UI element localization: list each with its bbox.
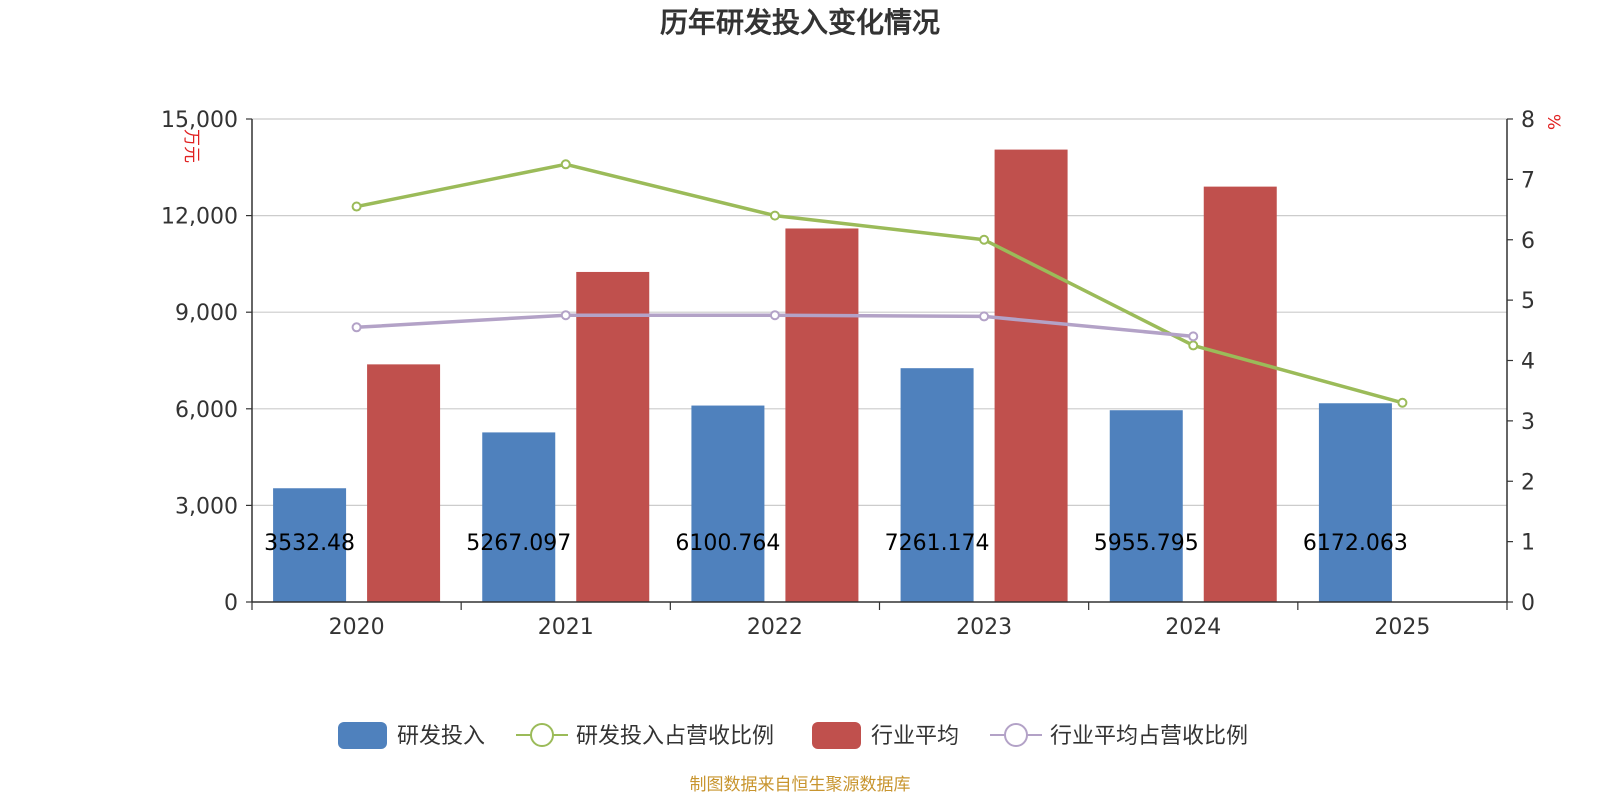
bar-rd-investment <box>1318 403 1392 602</box>
right-axis-tick-label: 4 <box>1521 350 1535 375</box>
data-labels: 3532.48 5267.097 6100.764 7261.174 5955.795 6… <box>264 531 1408 556</box>
legend-industry-ratio-label: 行业平均占营收比例 <box>1050 724 1248 749</box>
point-rd-ratio <box>1188 340 1199 351</box>
point-rd-ratio <box>351 201 362 212</box>
bar-data-label: 3532.48 <box>264 531 355 556</box>
bars <box>273 149 1392 603</box>
bar-data-label: 6100.764 <box>675 531 780 556</box>
left-axis-tick-label: 9,000 <box>175 301 238 326</box>
legend: 研发投入 研发投入占营收比例 行业平均 行业平均占营收比例 <box>338 722 1248 749</box>
x-axis-tick-label: 2025 <box>1374 615 1430 640</box>
point-rd-ratio <box>769 210 780 221</box>
x-axis-tick-label: 2024 <box>1165 615 1221 640</box>
x-axis-tick-label: 2021 <box>538 615 594 640</box>
right-axis-tick-label: 2 <box>1521 470 1535 495</box>
bar-rd-investment <box>482 432 556 602</box>
right-axis-tick-label: 7 <box>1521 168 1535 193</box>
point-industry-ratio <box>979 311 990 322</box>
legend-rd-ratio-label: 研发投入占营收比例 <box>576 724 774 749</box>
left-axis-tick-label: 6,000 <box>175 398 238 423</box>
bar-data-label: 5267.097 <box>466 531 571 556</box>
right-axis-tick-label: 1 <box>1521 531 1535 556</box>
right-axis-tick-label: 8 <box>1521 108 1535 133</box>
axes: 0 3,000 6,000 9,000 12,000 15,000 0 1 2 3 4 5 6 7 8 202… <box>161 108 1535 640</box>
source-note: 制图数据来自恒生聚源数据库 <box>690 775 911 795</box>
bar-data-label: 7261.174 <box>885 531 990 556</box>
legend-industry-average-label: 行业平均 <box>871 724 959 749</box>
point-industry-ratio <box>351 322 362 333</box>
bar-rd-investment <box>691 405 765 602</box>
right-axis-tick-label: 5 <box>1521 289 1535 314</box>
x-axis-tick-label: 2022 <box>747 615 803 640</box>
point-industry-ratio <box>769 310 780 321</box>
bar-rd-investment <box>273 488 347 602</box>
right-axis-tick-label: 0 <box>1521 591 1535 616</box>
point-rd-ratio <box>979 234 990 245</box>
bar-rd-investment <box>1109 410 1183 602</box>
legend-industry-ratio-marker <box>1004 723 1028 747</box>
bar-rd-investment <box>900 368 974 602</box>
legend-rd-ratio-marker <box>530 723 554 747</box>
left-axis-tick-label: 0 <box>224 591 238 616</box>
x-axis-tick-label: 2023 <box>956 615 1012 640</box>
series-line-rd-ratio <box>356 162 1403 405</box>
bar-data-label: 6172.063 <box>1303 531 1408 556</box>
grid <box>252 118 1507 506</box>
legend-rd-investment-label: 研发投入 <box>397 724 485 749</box>
bar-industry-average <box>1203 186 1277 602</box>
point-rd-ratio <box>560 159 571 170</box>
legend-industry-average-swatch <box>812 722 861 749</box>
bar-industry-average <box>785 228 859 603</box>
legend-rd-investment-swatch <box>338 722 387 749</box>
left-axis-unit: 万元 <box>181 129 201 163</box>
lines <box>351 159 1408 408</box>
bar-industry-average <box>994 149 1068 602</box>
x-axis-tick-label: 2020 <box>329 615 385 640</box>
left-axis-tick-label: 15,000 <box>161 108 238 133</box>
point-rd-ratio <box>1397 397 1408 408</box>
right-axis-tick-label: 3 <box>1521 410 1535 435</box>
chart-title: 历年研发投入变化情况 <box>660 6 940 39</box>
left-axis-tick-label: 12,000 <box>161 205 238 230</box>
bar-industry-average <box>576 271 650 602</box>
bar-industry-average <box>367 364 441 602</box>
bar-data-label: 5955.795 <box>1094 531 1199 556</box>
point-industry-ratio <box>1188 331 1199 342</box>
right-axis-unit: % <box>1543 114 1563 130</box>
left-axis-tick-label: 3,000 <box>175 494 238 519</box>
right-axis-tick-label: 6 <box>1521 229 1535 254</box>
point-industry-ratio <box>560 310 571 321</box>
